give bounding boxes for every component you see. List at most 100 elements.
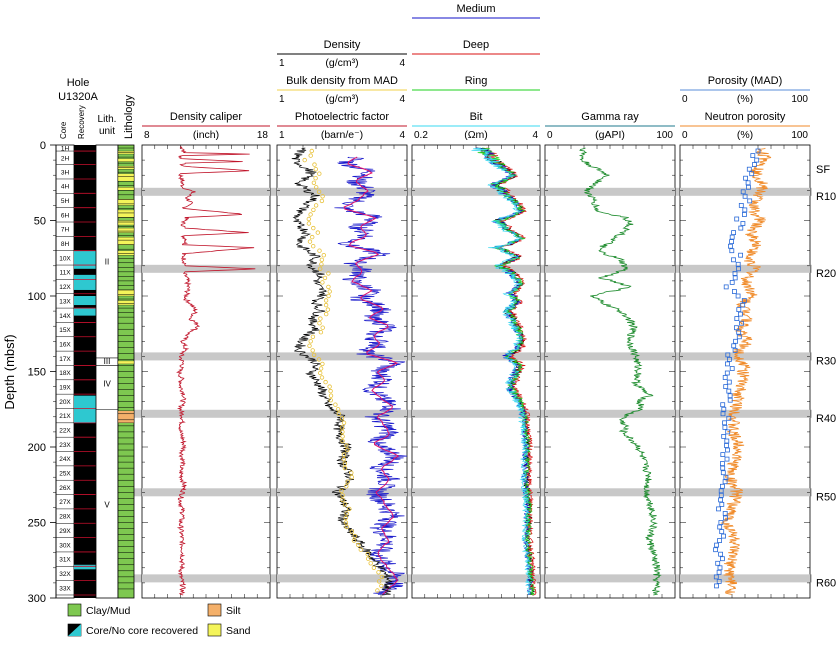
curve-porosity-mad-point	[720, 556, 725, 562]
curve-bulk-density-mad-point	[315, 230, 320, 235]
depth-tick-label: 0	[40, 140, 46, 152]
header-resistivity-2: Deep	[412, 39, 540, 55]
curve-porosity-mad-point	[718, 488, 724, 494]
curve-porosity-mad-point	[741, 298, 747, 303]
header-min: 0	[547, 130, 553, 141]
curve-bulk-density-mad-point	[339, 416, 345, 421]
curve-porosity-mad-point	[719, 501, 725, 507]
reflector-label: SF	[816, 164, 830, 176]
core-label: 3H	[61, 169, 70, 176]
legend-item-silt: Silt	[207, 603, 241, 617]
curve-porosity-mad-point	[718, 497, 723, 503]
core-label: 30X	[59, 542, 71, 549]
sand-interval	[117, 360, 135, 365]
curve-porosity-mad-point	[729, 248, 735, 254]
curve-bulk-density-mad-point	[326, 271, 331, 276]
core-label: 6H	[61, 212, 70, 219]
curve-porosity-mad-point	[736, 266, 741, 272]
header-title: Medium	[456, 3, 495, 15]
track-reflector-band	[277, 352, 407, 361]
curve-porosity-mad-point	[721, 533, 726, 539]
curve-porosity-mad-point	[723, 515, 728, 521]
track-reflector-band	[680, 352, 810, 361]
curve-porosity-mad-point	[726, 379, 732, 385]
curve-porosity-mad-point	[722, 479, 728, 485]
curve-porosity-mad-point	[726, 388, 732, 394]
curve-bulk-density-mad-point	[345, 447, 350, 453]
curve-bulk-density-mad-point	[320, 361, 325, 367]
header-title: Bulk density from MAD	[286, 75, 398, 87]
header-max: 4	[532, 130, 538, 141]
curve-bulk-density-mad-point	[349, 470, 354, 475]
track-reflector-band	[545, 352, 675, 361]
curve-bulk-density-mad-point	[310, 334, 316, 339]
curve-porosity-mad-point	[723, 284, 729, 290]
reflector-label: R20	[816, 268, 836, 280]
curve-porosity-mad-point	[732, 275, 738, 281]
header-min: 0	[682, 94, 688, 105]
header-title: Neutron porosity	[705, 111, 786, 123]
track-reflector-band	[680, 574, 810, 583]
curve-porosity-mad-point	[716, 569, 722, 575]
curve-porosity-mad-point	[727, 393, 733, 399]
curve-bulk-density-mad-point	[339, 488, 344, 493]
header-gamma-0: Gamma ray (gAPI) 0 100	[545, 111, 675, 141]
curve-porosity-mad-point	[718, 520, 724, 525]
curve-porosity-mad-point	[722, 424, 728, 430]
core-label: 33X	[59, 585, 71, 592]
curve-porosity-mad-point	[729, 366, 735, 371]
curve-porosity-mad-point	[734, 216, 740, 222]
curve-bulk-density-mad-point	[307, 343, 312, 348]
curve-bulk-density-mad-point	[311, 352, 317, 358]
silt-interval	[117, 410, 135, 423]
header-density-1: Bulk density from MAD (g/cm³) 1 4	[277, 75, 407, 105]
track-reflector-band	[680, 409, 810, 418]
curve-porosity-mad-point	[722, 375, 728, 380]
curve-bulk-density-mad-point	[340, 434, 345, 439]
curve-porosity-mad-point	[742, 212, 747, 217]
track-reflector-band	[277, 574, 407, 583]
curve-bulk-density-mad-point	[318, 266, 323, 271]
sand-interval	[117, 199, 135, 206]
curve-bulk-density-mad-point	[322, 275, 328, 281]
curve-porosity-mad-point	[717, 524, 723, 530]
curve-bulk-density-mad-point	[306, 216, 311, 222]
curve-density-caliper	[176, 146, 256, 596]
header-title: Bit	[470, 111, 483, 123]
header-title: Porosity (MAD)	[708, 75, 783, 87]
lithology-column	[117, 144, 135, 599]
curve-bulk-density-mad-point	[311, 225, 316, 231]
core-label: 25X	[59, 471, 71, 478]
header-min: 1	[279, 58, 285, 69]
header-porosity-0: Neutron porosity (%) 0 100	[680, 111, 810, 141]
track-porosity	[679, 144, 811, 599]
reflector-label: R50	[816, 491, 836, 503]
curve-porosity-mad-point	[720, 470, 726, 476]
header-unit: (%)	[737, 129, 753, 141]
sand-interval	[117, 300, 135, 306]
curve-bulk-density-mad-point	[375, 588, 380, 593]
no-recovery-interval	[74, 296, 96, 306]
track-reflector-band	[412, 352, 540, 361]
curve-porosity-mad-point	[754, 157, 760, 163]
track-reflector-band	[142, 187, 270, 196]
header-title: Photoelectric factor	[295, 111, 389, 123]
core-label: 21X	[59, 413, 71, 420]
curve-bulk-density-mad-point	[317, 171, 322, 176]
depth-tick-label: 50	[34, 216, 46, 228]
curve-bulk-density-mad-point	[377, 579, 382, 584]
curve-bulk-density-mad-point	[335, 407, 341, 412]
header-porosity-1: Porosity (MAD) (%) 0 100	[680, 75, 810, 105]
curve-bulk-density-mad-point	[341, 420, 347, 425]
core-label: 15X	[59, 327, 71, 334]
header-density-2: Density (g/cm³) 1 4	[277, 39, 407, 69]
curve-bulk-density-mad-point	[336, 411, 341, 416]
header-max: 100	[791, 94, 808, 105]
lith-unit-header-2: unit	[99, 126, 115, 137]
curve-porosity-mad-point	[725, 429, 731, 435]
curve-bulk-density-mad-point	[328, 388, 333, 394]
track-frame	[679, 144, 811, 599]
curve-porosity-mad-point	[720, 483, 725, 489]
core-label: 20X	[59, 399, 71, 406]
track-density	[276, 144, 408, 599]
